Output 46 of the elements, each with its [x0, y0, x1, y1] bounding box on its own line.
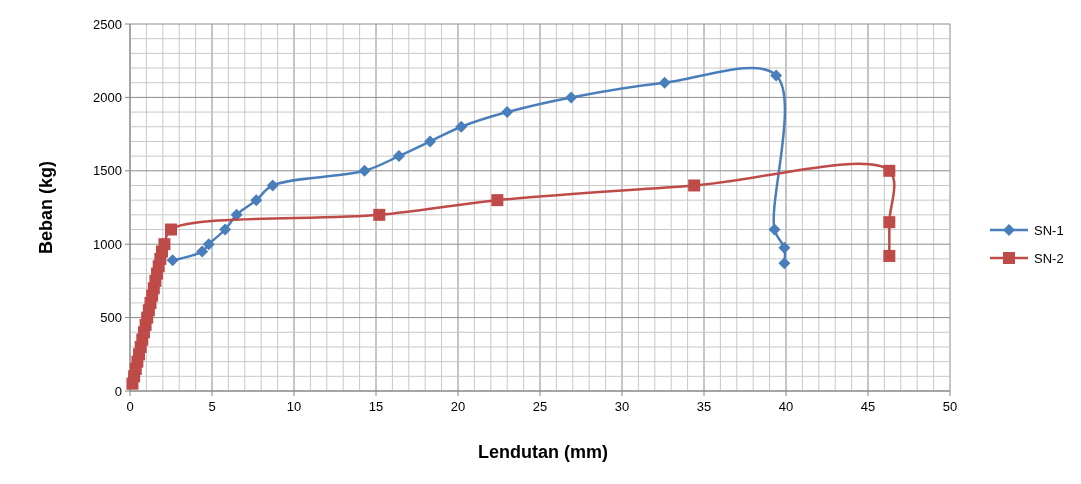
- x-tick-label: 5: [208, 399, 216, 414]
- x-tick-label: 15: [368, 399, 384, 414]
- y-tick-label: 500: [100, 310, 122, 326]
- y-axis-title: Beban (kg): [36, 160, 56, 255]
- point: [166, 254, 179, 267]
- point: [196, 245, 209, 258]
- x-tick-label: 30: [614, 399, 630, 414]
- point: [358, 164, 371, 177]
- point: [373, 208, 386, 221]
- y-tick-label: 1000: [93, 236, 122, 252]
- point: [266, 179, 279, 192]
- x-tick-label: 0: [126, 399, 134, 414]
- y-tick-label: 2000: [93, 89, 122, 105]
- point: [158, 238, 171, 251]
- point: [770, 69, 783, 82]
- point: [778, 241, 791, 254]
- point: [688, 179, 701, 192]
- point: [501, 106, 514, 119]
- point: [219, 223, 232, 236]
- x-tick-label: 50: [942, 399, 958, 414]
- point: [424, 135, 437, 148]
- x-tick-label: 20: [450, 399, 466, 414]
- point: [883, 216, 896, 229]
- point: [883, 164, 896, 177]
- point: [565, 91, 578, 104]
- x-tick-label: 35: [696, 399, 712, 414]
- point: [778, 257, 791, 270]
- point: [768, 223, 781, 236]
- x-tick-label: 10: [286, 399, 302, 414]
- point: [202, 238, 215, 251]
- y-tick-label: 0: [114, 383, 122, 399]
- point: [658, 76, 671, 89]
- x-axis-title: Lendutan (mm): [478, 442, 608, 462]
- x-tick-label: 25: [532, 399, 548, 414]
- point: [392, 150, 405, 163]
- y-tick-label: 1500: [93, 163, 122, 179]
- x-tick-label: 40: [778, 399, 794, 414]
- y-tick-label: 2500: [93, 16, 122, 32]
- point: [883, 249, 896, 262]
- legend-label: SN-2: [1034, 250, 1064, 266]
- point: [491, 194, 504, 207]
- point: [455, 120, 468, 133]
- point: [165, 223, 177, 236]
- legend-label: SN-1: [1034, 222, 1064, 238]
- point: [250, 194, 263, 207]
- x-tick-label: 45: [860, 399, 876, 414]
